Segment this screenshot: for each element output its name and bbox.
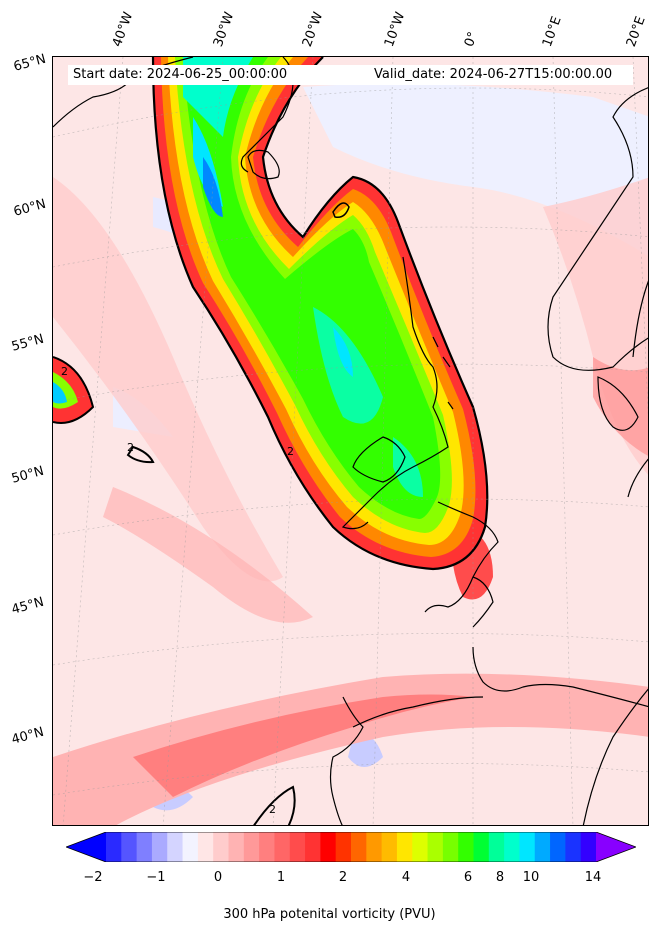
colorbar-segment <box>228 832 245 862</box>
map-panel: 2 2 2 2 <box>52 56 649 826</box>
colorbar-tick: −2 <box>83 870 103 885</box>
colorbar-tick: −1 <box>146 870 166 885</box>
colorbar-segment <box>136 832 153 862</box>
colorbar <box>64 831 638 863</box>
negative-pv-region-north <box>303 83 648 256</box>
colorbar-segment <box>550 832 566 862</box>
colorbar-tick: 2 <box>338 870 348 885</box>
coastlines <box>53 57 648 825</box>
colorbar-segment <box>488 832 505 862</box>
colorbar-tick: 10 <box>522 870 540 885</box>
colorbar-segment <box>243 832 260 862</box>
colorbar-segment <box>580 832 597 862</box>
lon-label-0: 0° <box>461 29 482 49</box>
pv-band-south <box>53 673 648 825</box>
valid-date-text: Valid_date: 2024-06-27T15:00:00.00 <box>374 67 613 82</box>
colorbar-segment <box>412 832 429 862</box>
lat-label-60n: 60°N <box>12 196 48 220</box>
colorbar-segment <box>106 832 122 862</box>
colorbar-segment <box>213 832 229 862</box>
colorbar-arrow-min <box>66 832 106 862</box>
colorbar-segment <box>366 832 383 862</box>
lon-label-40w: 40°W <box>109 10 137 49</box>
pv-map: 2 2 2 2 <box>53 57 648 825</box>
lat-label-50n: 50°N <box>10 463 46 487</box>
colorbar-tick: 8 <box>495 870 505 885</box>
start-date-text: Start date: 2024-06-25_00:00:00 <box>73 67 288 82</box>
colorbar-segment <box>121 832 138 862</box>
colorbar-tick: 0 <box>213 870 223 885</box>
colorbar-segment <box>442 832 459 862</box>
colorbar-gradient <box>64 831 638 863</box>
colorbar-tick: 6 <box>463 870 473 885</box>
colorbar-segment <box>151 832 168 862</box>
colorbar-arrow-max <box>596 832 636 862</box>
colorbar-tick: 14 <box>584 870 602 885</box>
colorbar-segment <box>427 832 444 862</box>
lon-label-30w: 30°W <box>210 10 238 49</box>
colorbar-segment <box>259 832 275 862</box>
colorbar-segment <box>458 832 474 862</box>
colorbar-segment <box>167 832 184 862</box>
colorbar-tick: 4 <box>401 870 411 885</box>
colorbar-tick: 1 <box>276 870 286 885</box>
lon-label-10e: 10°E <box>539 14 565 50</box>
colorbar-segment <box>396 832 413 862</box>
colorbar-segment <box>305 832 321 862</box>
colorbar-segment <box>534 832 551 862</box>
colorbar-segment <box>182 832 199 862</box>
lat-label-45n: 45°N <box>10 594 46 618</box>
contour-label-small: 2 <box>127 441 134 454</box>
contour-label-south: 2 <box>269 803 276 816</box>
colorbar-segment <box>197 832 214 862</box>
lon-label-20w: 20°W <box>299 10 327 49</box>
colorbar-segment <box>335 832 352 862</box>
lat-label-65n: 65°N <box>12 51 48 75</box>
colorbar-segment <box>519 832 536 862</box>
lat-label-55n: 55°N <box>10 331 46 355</box>
colorbar-segment <box>473 832 490 862</box>
date-info-bar: Start date: 2024-06-25_00:00:00 Valid_da… <box>68 65 633 85</box>
colorbar-segment <box>289 832 306 862</box>
colorbar-segment <box>351 832 367 862</box>
lat-label-40n: 40°N <box>10 724 46 748</box>
colorbar-segment <box>504 832 520 862</box>
colorbar-segment <box>274 832 291 862</box>
colorbar-label: 300 hPa potenital vorticity (PVU) <box>223 907 436 922</box>
contour-label: 2 <box>287 445 294 458</box>
colorbar-segment <box>565 832 582 862</box>
contour-label-west: 2 <box>61 365 68 378</box>
colorbar-segment <box>320 832 337 862</box>
lon-label-20e: 20°E <box>623 14 649 50</box>
colorbar-segment <box>381 832 398 862</box>
lon-label-10w: 10°W <box>381 10 409 49</box>
